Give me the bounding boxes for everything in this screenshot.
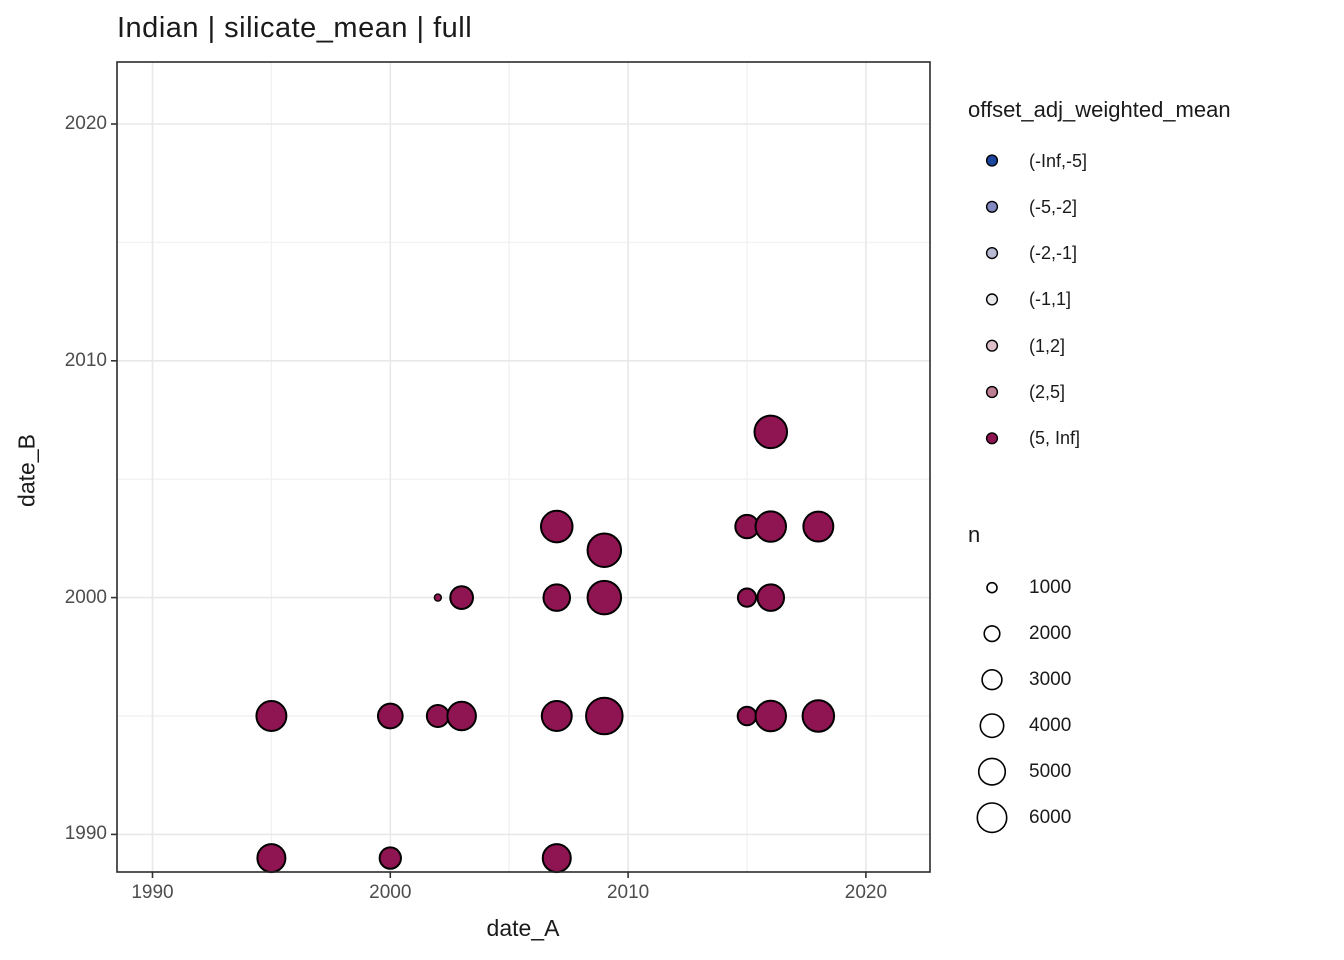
size-legend-label: 4000: [1029, 714, 1072, 736]
color-legend-title: offset_adj_weighted_mean: [968, 97, 1231, 122]
color-legend-label: (1,2]: [1029, 335, 1066, 356]
data-point: [754, 510, 788, 543]
size-legend-label: 1000: [1029, 576, 1072, 598]
data-point: [542, 583, 572, 612]
size-legend-title: n: [968, 522, 981, 547]
color-legend-key-icon: [985, 339, 999, 352]
y-tick-label: 2010: [64, 349, 107, 371]
color-legend-label: (-2,-1]: [1029, 243, 1078, 264]
data-point: [585, 696, 624, 736]
data-point: [446, 700, 477, 732]
color-legend-key-icon: [985, 293, 999, 306]
color-legend-label: (-1,1]: [1029, 289, 1072, 310]
data-point: [256, 843, 287, 874]
y-tick-label: 2000: [64, 586, 107, 608]
panel-border: [116, 61, 931, 873]
data-point: [736, 587, 758, 608]
y-tick-label: 1990: [64, 823, 107, 845]
y-tick-label: 2020: [64, 113, 107, 134]
size-legend-label: 3000: [1029, 668, 1072, 690]
data-point: [754, 699, 788, 733]
size-legend-key-icon: [977, 757, 1007, 786]
color-legend-key-icon: [985, 385, 999, 399]
data-point: [540, 509, 574, 544]
color-legend-key-icon: [985, 247, 999, 260]
data-point: [586, 532, 623, 568]
size-legend-key-icon: [983, 625, 1001, 643]
color-legend-key-icon: [985, 432, 999, 445]
size-legend-label: 5000: [1029, 760, 1072, 782]
color-legend-label: (-Inf,-5]: [1029, 150, 1088, 171]
color-legend-label: (5, Inf]: [1029, 428, 1081, 449]
size-legend-key-icon: [981, 669, 1003, 691]
color-legend-key-icon: [985, 154, 999, 167]
data-point: [433, 593, 443, 602]
y-axis-title: date_B: [13, 434, 40, 507]
color-legend-label: (-5,-2]: [1029, 196, 1078, 217]
size-legend-label: 6000: [1029, 806, 1072, 828]
x-axis-title: date_A: [486, 915, 560, 941]
color-legend-label: (2,5]: [1029, 382, 1066, 402]
color-legend-key-icon: [985, 200, 999, 213]
data-point: [756, 583, 786, 612]
plot-panel: [117, 62, 930, 872]
plot-title: Indian | silicate_mean | full: [117, 12, 473, 44]
x-tick-label: 2010: [606, 882, 650, 903]
data-point: [801, 699, 836, 733]
size-legend-key-icon: [986, 581, 998, 594]
size-legend-key-icon: [979, 713, 1005, 739]
data-point: [540, 700, 573, 732]
x-tick-label: 2020: [844, 882, 888, 903]
x-tick-label: 2000: [369, 882, 412, 903]
size-legend-key-icon: [976, 802, 1008, 834]
data-point: [449, 585, 474, 610]
size-legend-label: 2000: [1029, 622, 1072, 644]
data-point: [425, 703, 450, 729]
data-point: [736, 705, 758, 727]
data-point: [541, 843, 572, 874]
data-point: [376, 702, 404, 730]
data-point: [586, 579, 623, 616]
data-point: [753, 414, 789, 450]
x-tick-label: 1990: [131, 882, 174, 903]
data-point: [255, 700, 288, 732]
data-point: [378, 846, 402, 870]
data-point: [802, 510, 835, 543]
